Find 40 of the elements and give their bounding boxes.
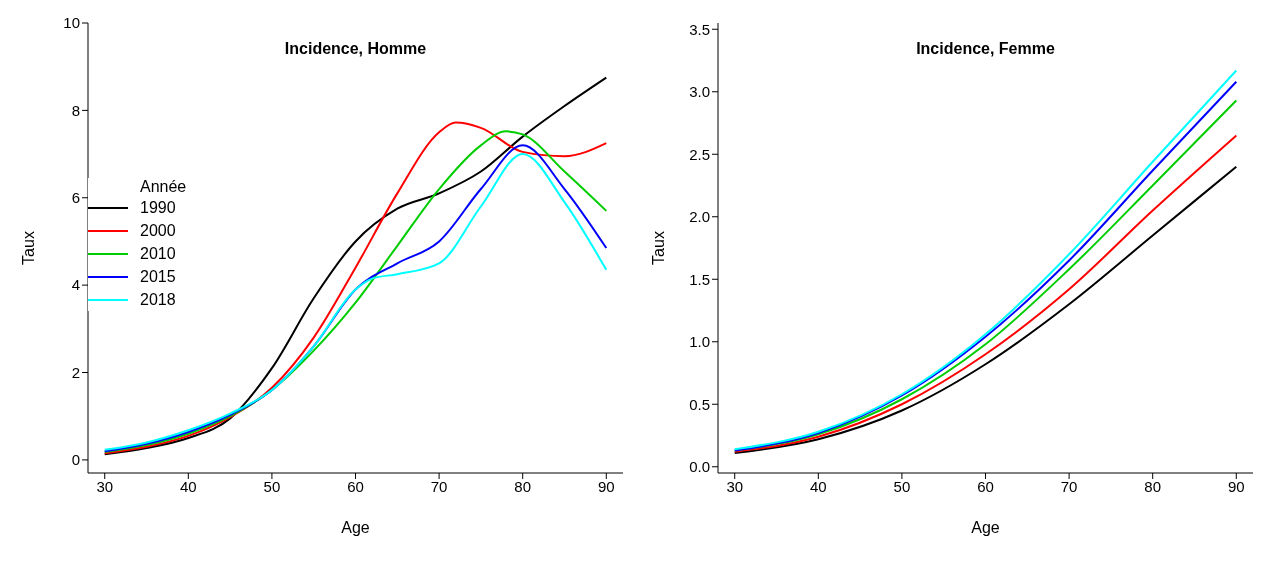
y-tick-label: 2.0 [689,208,710,226]
x-tick-label: 60 [977,477,994,495]
y-tick-label: 8 [71,101,80,119]
legend-label: 1990 [140,198,176,217]
text: Incidence, Homme [283,40,428,58]
y-tick-label: 2 [71,363,80,381]
x-tick-label: 30 [96,477,114,495]
text: Incidence, Femme [915,40,1056,58]
x-tick-label: 80 [514,477,532,495]
y-tick-label: 6 [71,189,80,207]
y-tick-label: 3.5 [689,20,710,38]
y-tick-label: 0.0 [689,458,710,476]
y-tick-label: 2.5 [689,145,710,163]
y-tick-label: 10 [63,14,80,32]
x-tick-label: 50 [893,477,911,495]
x-tick-label: 40 [179,477,197,495]
y-tick-label: 0 [71,451,80,469]
y-tick-label: 3.0 [689,83,710,101]
x-axis-title: Age [971,519,1000,536]
y-axis-title: Taux [19,231,37,265]
y-tick-label: 4 [71,276,80,294]
x-tick-label: 90 [597,477,615,495]
x-tick-label: 30 [726,477,744,495]
x-axis-title: Age [341,519,370,536]
y-tick-label: 1.5 [689,270,710,288]
legend-label: 2000 [140,221,176,240]
y-tick-label: 0.5 [689,395,710,413]
legend-title: Année [140,178,187,196]
x-tick-label: 60 [347,477,364,495]
legend-label: 2018 [140,290,176,309]
x-tick-label: 50 [263,477,281,495]
x-tick-label: 70 [1060,477,1078,495]
y-tick-label: 1.0 [689,333,710,351]
x-tick-label: 80 [1144,477,1162,495]
x-tick-label: 40 [809,477,827,495]
legend-label: 2015 [140,267,176,286]
legend-label: 2010 [140,244,176,263]
x-tick-label: 90 [1227,477,1245,495]
x-tick-label: 70 [430,477,448,495]
y-axis-title: Taux [649,231,667,265]
